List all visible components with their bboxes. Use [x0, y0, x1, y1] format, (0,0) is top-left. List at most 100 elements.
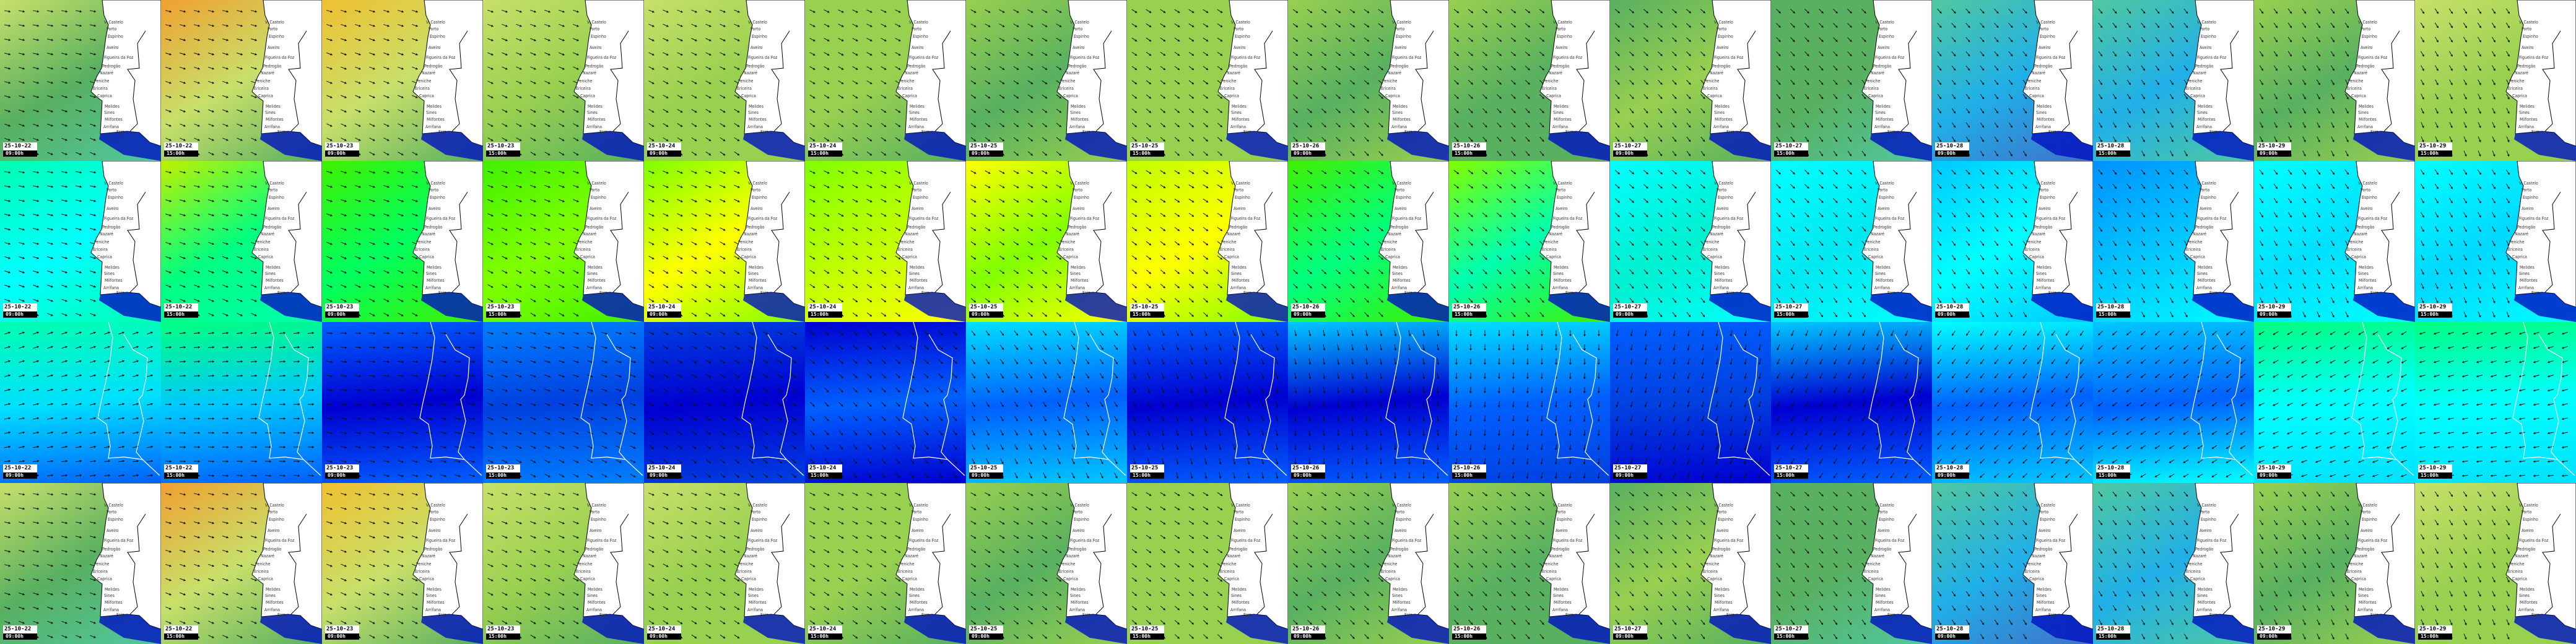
- direction-arrow-icon: [279, 417, 286, 420]
- direction-arrow-icon: [207, 402, 215, 406]
- forecast-map-tile[interactable]: V. Castelo Porto Espinho Aveiro Figueira da …: [161, 0, 322, 161]
- place-label: Peniche: [2187, 79, 2203, 84]
- direction-arrow-icon: [1378, 137, 1383, 142]
- direction-arrow-icon: [648, 227, 655, 231]
- forecast-map-tile[interactable]: V. Castelo Porto Espinho Aveiro Figueira da …: [1610, 161, 1771, 322]
- map-layer: [1776, 322, 1931, 479]
- forecast-map-tile[interactable]: 25-10-29 09:00h: [2254, 322, 2415, 483]
- forecast-map-tile[interactable]: V. Castelo Porto Espinho Aveiro Figueira da …: [2415, 161, 2576, 322]
- forecast-map-tile[interactable]: V. Castelo Porto Espinho Aveiro Figueira da …: [483, 161, 644, 322]
- forecast-map-tile[interactable]: 25-10-28 09:00h: [1932, 322, 2093, 483]
- forecast-map-tile[interactable]: V. Castelo Porto Espinho Aveiro Figueira da …: [1288, 0, 1449, 161]
- forecast-map-tile[interactable]: 25-10-25 09:00h: [966, 322, 1127, 483]
- forecast-map-tile[interactable]: 25-10-24 15:00h: [805, 322, 966, 483]
- forecast-map-tile[interactable]: V. Castelo Porto Espinho Aveiro Figueira da …: [966, 0, 1127, 161]
- forecast-map-tile[interactable]: V. Castelo Porto Espinho Aveiro Figueira da …: [0, 161, 161, 322]
- direction-arrow-icon: [559, 312, 565, 317]
- forecast-map-tile[interactable]: 25-10-22 09:00h: [0, 322, 161, 483]
- forecast-map-tile[interactable]: V. Castelo Porto Espinho Aveiro Figueira da …: [1932, 0, 2093, 161]
- direction-arrow-icon: [1804, 212, 1809, 218]
- direction-arrow-icon: [881, 345, 887, 350]
- direction-arrow-icon: [1454, 297, 1459, 303]
- forecast-map-tile[interactable]: V. Castelo Porto Espinho Aveiro Figueira da …: [322, 161, 483, 322]
- forecast-map-tile[interactable]: 25-10-26 09:00h: [1288, 322, 1449, 483]
- forecast-map-tile[interactable]: V. Castelo Porto Espinho Aveiro Figueira da …: [322, 0, 483, 161]
- direction-arrow-icon: [1673, 444, 1676, 450]
- place-label: Arrifana: [2196, 124, 2213, 129]
- direction-arrow-icon: [1276, 444, 1279, 450]
- forecast-map-tile[interactable]: V. Castelo Porto Espinho Aveiro Figueira da …: [2093, 161, 2254, 322]
- time-label: 15:00h: [1452, 472, 1486, 479]
- place-label: V. Castelo: [2036, 181, 2055, 186]
- direction-arrow-icon: [33, 38, 39, 41]
- time-label: 15:00h: [2096, 472, 2130, 479]
- place-label: Melides: [105, 265, 120, 270]
- forecast-map-tile[interactable]: V. Castelo Porto Espinho Aveiro Figueira da …: [2254, 0, 2415, 161]
- forecast-map-tile[interactable]: V. Castelo Porto Espinho Aveiro Figueira da …: [805, 161, 966, 322]
- forecast-map-tile[interactable]: 25-10-28 15:00h: [2093, 322, 2254, 483]
- direction-arrow-icon: [1292, 241, 1299, 246]
- direction-arrow-icon: [487, 24, 494, 27]
- forecast-map-tile[interactable]: V. Castelo Porto Espinho Aveiro Figueira da …: [2415, 0, 2576, 161]
- forecast-map-tile[interactable]: 25-10-25 15:00h: [1127, 322, 1288, 483]
- forecast-map-tile[interactable]: V. Castelo Porto Espinho Aveiro Figueira da …: [2254, 161, 2415, 322]
- forecast-map-tile[interactable]: 25-10-23 15:00h: [483, 322, 644, 483]
- direction-arrow-icon: [383, 227, 389, 231]
- direction-arrow-icon: [1029, 458, 1032, 464]
- forecast-map-tile[interactable]: V. Castelo Porto Espinho Aveiro Figueira da …: [0, 0, 161, 161]
- forecast-map-tile[interactable]: 25-10-27 09:00h: [1610, 322, 1771, 483]
- forecast-map-tile[interactable]: V. Castelo Porto Espinho Aveiro Figueira da …: [644, 0, 805, 161]
- forecast-map-tile[interactable]: V. Castelo Porto Espinho Aveiro Figueira da …: [1288, 161, 1449, 322]
- forecast-map-tile[interactable]: V. Castelo Porto Espinho Aveiro Figueira da …: [483, 0, 644, 161]
- forecast-map-tile[interactable]: V. Castelo Porto Espinho Aveiro Figueira da …: [161, 161, 322, 322]
- forecast-map-tile[interactable]: V. Castelo Porto Espinho Aveiro Figueira da …: [1771, 161, 1932, 322]
- direction-arrow-icon: [1482, 9, 1488, 14]
- date-label: 25-10-26: [1452, 142, 1486, 150]
- direction-arrow-icon: [559, 459, 565, 463]
- direction-arrow-icon: [47, 402, 53, 406]
- direction-arrow-icon: [838, 170, 844, 174]
- direction-arrow-icon: [1686, 269, 1691, 275]
- direction-arrow-icon: [412, 460, 418, 463]
- direction-arrow-icon: [853, 416, 858, 422]
- direction-arrow-icon: [146, 474, 154, 477]
- forecast-map-tile[interactable]: V. Castelo Porto Espinho Aveiro Figueira da …: [1932, 161, 2093, 322]
- forecast-map-tile[interactable]: V. Castelo Porto Espinho Aveiro Figueira da …: [1771, 0, 1932, 161]
- forecast-map-tile[interactable]: V. Castelo Porto Espinho Aveiro Figueira da …: [1127, 0, 1288, 161]
- place-label: Faro: [1887, 290, 1896, 295]
- direction-arrow-icon: [1965, 445, 1970, 450]
- direction-arrow-icon: [2008, 373, 2013, 379]
- forecast-map-tile[interactable]: 25-10-26 15:00h: [1449, 322, 1610, 483]
- forecast-map-tile[interactable]: V. Castelo Porto Espinho Aveiro Figueira da …: [1610, 0, 1771, 161]
- direction-arrow-icon: [630, 431, 636, 435]
- place-label: Milfontes: [749, 117, 767, 122]
- place-label: Caprica: [902, 94, 917, 98]
- forecast-map-tile[interactable]: 25-10-23 09:00h: [322, 322, 483, 483]
- place-label: Milfontes: [105, 117, 123, 122]
- forecast-map-tile[interactable]: V. Castelo Porto Espinho Aveiro Figueira da …: [805, 0, 966, 161]
- forecast-map-tile[interactable]: V. Castelo Porto Espinho Aveiro Figueira da …: [644, 161, 805, 322]
- forecast-map-tile[interactable]: 25-10-22 15:00h: [161, 322, 322, 483]
- direction-arrow-icon: [2316, 212, 2321, 218]
- direction-arrow-icon: [970, 212, 977, 217]
- direction-arrow-icon: [2126, 359, 2132, 364]
- direction-arrow-icon: [1099, 359, 1104, 365]
- direction-arrow-icon: [165, 38, 172, 41]
- forecast-map-tile[interactable]: V. Castelo Porto Espinho Aveiro Figueira da …: [2093, 0, 2254, 161]
- timestamp-label: 25-10-23 09:00h: [325, 303, 359, 318]
- date-label: 25-10-22: [164, 464, 198, 472]
- direction-arrow-icon: [2183, 65, 2188, 71]
- forecast-map-tile[interactable]: V. Castelo Porto Espinho Aveiro Figueira da …: [966, 161, 1127, 322]
- direction-arrow-icon: [1539, 122, 1544, 128]
- forecast-map-tile[interactable]: 25-10-24 09:00h: [644, 322, 805, 483]
- forecast-map-tile[interactable]: V. Castelo Porto Espinho Aveiro Figueira da …: [1449, 161, 1610, 322]
- forecast-map-tile[interactable]: V. Castelo Porto Espinho Aveiro Figueira da …: [1127, 161, 1288, 322]
- forecast-map-tile[interactable]: V. Castelo Porto Espinho Aveiro Figueira da …: [1449, 0, 1610, 161]
- place-label: Ericeira: [2508, 247, 2523, 252]
- direction-arrow-icon: [2463, 37, 2468, 43]
- direction-arrow-icon: [2155, 212, 2160, 218]
- direction-arrow-icon: [104, 388, 110, 391]
- border-line: [1415, 191, 1434, 293]
- forecast-map-tile[interactable]: 25-10-27 15:00h: [1771, 322, 1932, 483]
- direction-arrow-icon: [2449, 269, 2453, 275]
